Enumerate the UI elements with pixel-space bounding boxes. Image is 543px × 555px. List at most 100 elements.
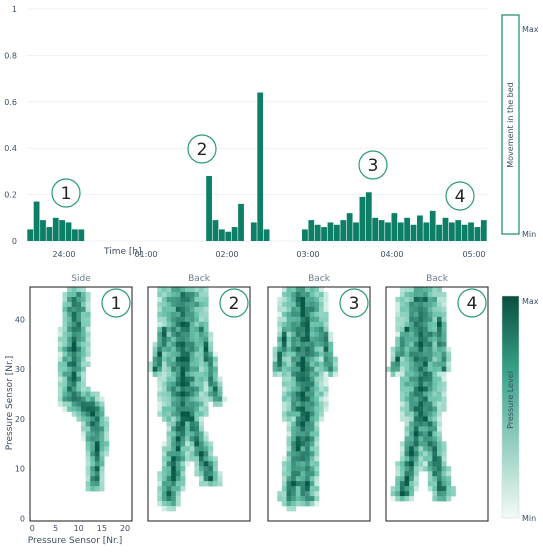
heatmap-cell xyxy=(305,476,311,482)
heatmap-cell xyxy=(208,466,214,472)
heatmap-cell xyxy=(404,496,410,502)
heatmap-cell xyxy=(180,421,186,427)
heatmap-cell xyxy=(427,471,433,477)
heatmap-cell xyxy=(418,291,424,298)
heatmap-cell xyxy=(319,366,324,372)
heatmap-cell xyxy=(272,346,278,353)
bar xyxy=(468,222,474,241)
heatmap-cell xyxy=(171,296,177,303)
heatmap-cell xyxy=(166,426,172,432)
heatmap-cell xyxy=(314,291,320,298)
heatmap-cell xyxy=(418,287,424,293)
heatmap-cell xyxy=(409,316,415,323)
heatmap-cell xyxy=(281,416,287,422)
heatmap-cell xyxy=(309,391,315,397)
heatmap-cell xyxy=(175,316,181,323)
heatmap-cell xyxy=(199,326,204,333)
heatmap-cell xyxy=(399,391,405,397)
heatmap-cell xyxy=(305,416,311,422)
heatmap-cell xyxy=(208,396,214,402)
heatmap-cell xyxy=(194,471,200,477)
heatmap-cell xyxy=(157,336,163,343)
heatmap-cell xyxy=(314,311,320,318)
heatmap-cell xyxy=(272,366,278,372)
heatmap-cell xyxy=(85,291,91,298)
heatmap-cell xyxy=(395,331,401,338)
heatmap-cell xyxy=(404,341,410,348)
heatmap-cell xyxy=(309,461,315,467)
heatmap-cell xyxy=(437,381,442,387)
heatmap-cell xyxy=(199,306,204,313)
bar xyxy=(397,222,404,241)
heatmap-cell xyxy=(309,351,315,358)
heatmap-cell xyxy=(404,466,410,472)
heatmap-cell xyxy=(166,366,172,372)
heatmap-cell xyxy=(295,301,301,308)
heatmap-cell xyxy=(81,381,86,387)
heatmap-cell xyxy=(90,476,96,482)
heatmap-cell xyxy=(291,306,297,313)
heatmap-cell xyxy=(395,496,401,502)
bar-x-tick-label: 02:00 xyxy=(215,250,238,259)
heatmap-cell xyxy=(437,466,442,472)
heatmap-cell xyxy=(166,471,172,477)
heatmap-cell xyxy=(175,416,181,422)
heatmap-cell xyxy=(157,296,163,303)
heatmap-cell xyxy=(94,461,100,467)
heatmap-cell xyxy=(295,446,301,452)
heatmap-cell xyxy=(432,396,438,402)
bar xyxy=(372,217,379,241)
heatmap-cell xyxy=(423,466,429,472)
heatmap-cell xyxy=(286,386,292,392)
heatmap-cell xyxy=(404,421,410,427)
heatmap-cell xyxy=(423,436,429,442)
heatmap-cell xyxy=(409,441,415,447)
heatmap-cell xyxy=(189,316,195,323)
heatmap-cell xyxy=(432,296,438,303)
heatmap-cell xyxy=(404,301,410,308)
heatmap-cell xyxy=(314,321,320,328)
heatmap-cell xyxy=(399,386,405,392)
heatmap-cell xyxy=(194,431,200,437)
heatmap-cell xyxy=(175,476,181,482)
heatmap-cell xyxy=(423,316,429,323)
heatmap-cell xyxy=(157,371,163,377)
heatmap-cell xyxy=(314,461,320,467)
heatmap-cell xyxy=(286,391,292,397)
heatmap-cell xyxy=(291,471,297,477)
heatmap-cell xyxy=(171,336,177,343)
heatmap-cell xyxy=(390,371,396,377)
heatmap-cell xyxy=(295,356,301,362)
heatmap-cell xyxy=(99,426,105,432)
heatmap-cell xyxy=(203,371,209,377)
heatmap-cell xyxy=(446,491,452,497)
heatmap-cell xyxy=(286,461,292,467)
heatmap-cell xyxy=(286,291,292,298)
heatmap-cell xyxy=(300,371,306,377)
heatmap-cell xyxy=(423,306,429,313)
heatmap-cell xyxy=(300,316,306,323)
heatmap-cell xyxy=(437,356,442,362)
heatmap-cell xyxy=(309,326,315,333)
heatmap-cell xyxy=(180,476,186,482)
heatmap-cell xyxy=(295,406,301,412)
heatmap-cell xyxy=(180,411,186,417)
heatmap-cell xyxy=(413,287,419,293)
heatmap-cell xyxy=(404,316,410,323)
heatmap-cell xyxy=(418,381,424,387)
heatmap-cell xyxy=(199,421,204,427)
heatmap-cell xyxy=(305,401,311,407)
heatmap-cell xyxy=(404,436,410,442)
heatmap-cell xyxy=(319,381,324,387)
heatmap-cell xyxy=(413,396,419,402)
heatmap-cell xyxy=(171,436,177,442)
heatmap-cell xyxy=(309,306,315,313)
heatmap-cell xyxy=(281,301,287,308)
heatmap-cell xyxy=(295,381,301,387)
heatmap-cell xyxy=(171,311,177,318)
heatmap-cell xyxy=(413,461,419,467)
heatmap-cell xyxy=(81,386,86,392)
heatmap-cell xyxy=(300,321,306,328)
bar xyxy=(33,201,40,241)
heatmap-cell xyxy=(286,396,292,402)
